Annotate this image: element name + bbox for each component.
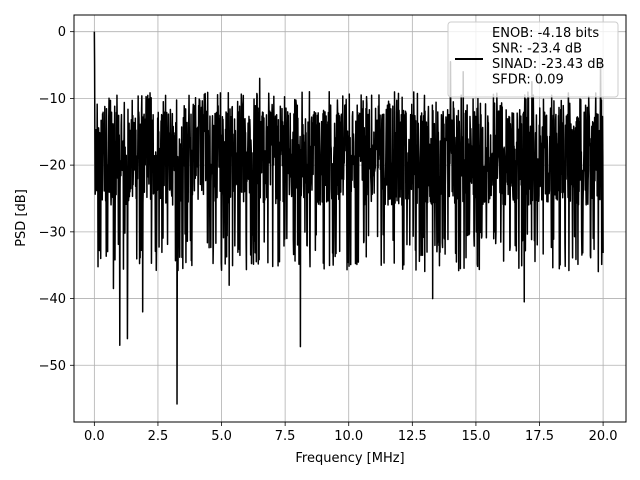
x-tick-label: 10.0	[334, 429, 363, 444]
y-tick-label: −10	[39, 92, 66, 107]
y-tick-label: −40	[39, 292, 66, 307]
series-line	[93, 31, 604, 405]
plot-frame	[73, 14, 627, 423]
y-tick-label: −30	[39, 225, 66, 240]
legend-entry: ENOB: -4.18 bits SNR: -23.4 dB SINAD: -23.…	[492, 26, 604, 88]
legend-box	[447, 21, 619, 98]
x-tick-label: 2.5	[148, 429, 169, 444]
x-axis-label: Frequency [MHz]	[295, 451, 404, 466]
y-tick-label: 0	[58, 25, 66, 40]
x-tick-label: 5.0	[211, 429, 232, 444]
legend: ENOB: -4.18 bits SNR: -23.4 dB SINAD: -23.…	[447, 21, 619, 98]
psd-series-path	[93, 31, 604, 405]
y-axis-label: PSD [dB]	[14, 189, 29, 247]
x-tick-label: 0.0	[84, 429, 105, 444]
y-tick-label: −50	[39, 359, 66, 374]
x-tick-label: 20.0	[589, 429, 618, 444]
y-tick-label: −20	[39, 159, 66, 174]
x-axis-ticks: 0.0 2.5 5.0 7.5 10.0 12.5 15.0 17.5 20.0	[84, 422, 618, 444]
y-axis-ticks: 0 −10 −20 −30 −40 −50	[39, 25, 74, 374]
x-tick-label: 12.5	[398, 429, 427, 444]
x-tick-label: 17.5	[525, 429, 554, 444]
x-tick-label: 7.5	[275, 429, 296, 444]
x-tick-label: 15.0	[461, 429, 490, 444]
